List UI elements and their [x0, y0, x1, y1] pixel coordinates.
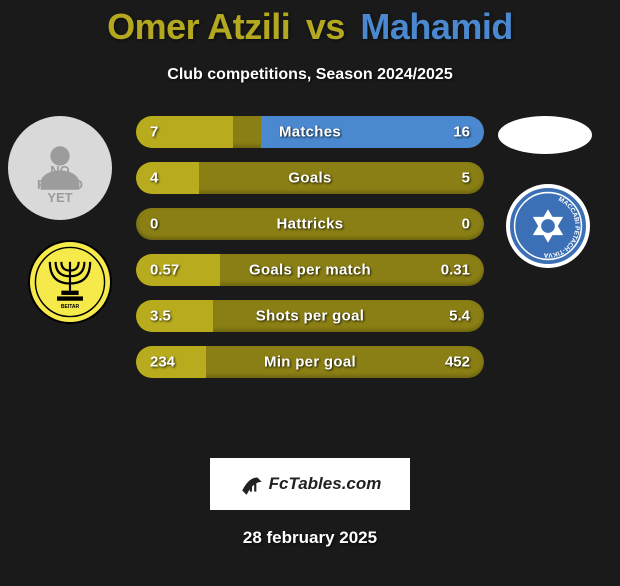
- stat-value-left: 7: [150, 124, 158, 141]
- stat-rows: 7 Matches 16 4 Goals 5 0 Hattricks 0 0.5…: [136, 116, 484, 392]
- brand-text: FcTables.com: [269, 474, 382, 494]
- menorah-badge-icon: BEITAR: [34, 246, 106, 318]
- stat-row: 3.5 Shots per goal 5.4: [136, 300, 484, 332]
- row-fill-left: [136, 162, 199, 194]
- stat-row: 4 Goals 5: [136, 162, 484, 194]
- player2-club-badge: MACCABI PETACH-TIKVA: [506, 184, 590, 268]
- stat-value-right: 5.4: [449, 308, 470, 325]
- chart-swoosh-icon: [239, 471, 265, 497]
- stat-row: 0 Hattricks 0: [136, 208, 484, 240]
- player1-photo-placeholder: NOPHOTOYET: [8, 116, 112, 220]
- stat-label: Matches: [279, 124, 341, 141]
- svg-text:BEITAR: BEITAR: [61, 304, 80, 310]
- stat-row: 0.57 Goals per match 0.31: [136, 254, 484, 286]
- date-text: 28 february 2025: [0, 528, 620, 548]
- stat-value-right: 452: [445, 354, 470, 371]
- stat-value-left: 3.5: [150, 308, 171, 325]
- stat-value-right: 16: [453, 124, 470, 141]
- stat-row: 234 Min per goal 452: [136, 346, 484, 378]
- stat-label: Shots per goal: [256, 308, 364, 325]
- stat-label: Goals per match: [249, 262, 371, 279]
- player1-club-badge: BEITAR: [28, 240, 112, 324]
- player2-photo-placeholder: [498, 116, 592, 154]
- maccabi-badge-icon: MACCABI PETACH-TIKVA: [510, 188, 586, 264]
- stat-value-right: 0.31: [441, 262, 470, 279]
- stat-value-left: 0.57: [150, 262, 179, 279]
- player2-name: Mahamid: [360, 6, 513, 47]
- comparison-content: NOPHOTOYET BEITAR: [0, 116, 620, 436]
- comparison-title: Omer Atzili vs Mahamid: [0, 6, 620, 48]
- stat-row: 7 Matches 16: [136, 116, 484, 148]
- stat-value-left: 4: [150, 170, 158, 187]
- stat-value-right: 0: [462, 216, 470, 233]
- vs-text: vs: [306, 6, 345, 47]
- stat-label: Min per goal: [264, 354, 356, 371]
- brand-badge: FcTables.com: [210, 458, 410, 510]
- stat-value-right: 5: [462, 170, 470, 187]
- no-photo-text: NOPHOTOYET: [37, 164, 83, 205]
- row-fill-left: [136, 300, 213, 332]
- left-avatars: NOPHOTOYET BEITAR: [8, 116, 128, 324]
- player1-name: Omer Atzili: [107, 6, 290, 47]
- stat-label: Hattricks: [277, 216, 344, 233]
- subtitle: Club competitions, Season 2024/2025: [0, 66, 620, 84]
- stat-label: Goals: [288, 170, 331, 187]
- stat-value-left: 0: [150, 216, 158, 233]
- right-avatars: MACCABI PETACH-TIKVA: [492, 116, 612, 268]
- stat-value-left: 234: [150, 354, 175, 371]
